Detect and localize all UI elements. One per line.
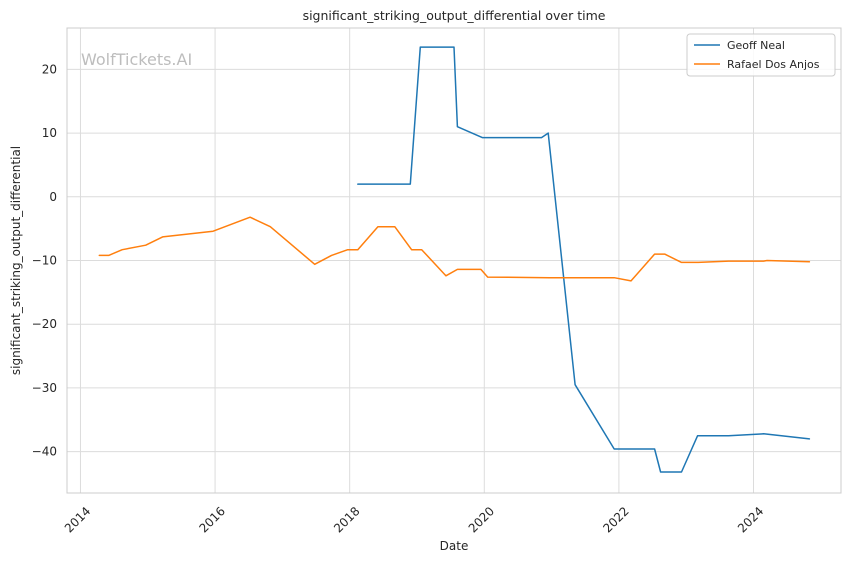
legend-label: Geoff Neal	[727, 39, 785, 52]
x-axis-label: Date	[440, 539, 469, 553]
y-axis-label: significant_striking_output_differential	[9, 146, 23, 375]
y-tick-label: 0	[49, 190, 57, 204]
chart-title: significant_striking_output_differential…	[303, 8, 606, 23]
legend-label: Rafael Dos Anjos	[727, 58, 820, 71]
y-tick-label: −40	[32, 445, 57, 459]
watermark-text: WolfTickets.AI	[81, 50, 192, 69]
plot-frame	[66, 27, 842, 494]
y-tick-label: 20	[42, 62, 57, 76]
y-tick-label: −10	[32, 254, 57, 268]
legend: Geoff Neal Rafael Dos Anjos	[686, 33, 836, 77]
series-layer	[98, 46, 811, 473]
series-line-rafael-dos-anjos	[98, 216, 811, 282]
y-tick-label: −30	[32, 381, 57, 395]
series-line-geoff-neal	[357, 46, 811, 473]
legend-box	[686, 33, 836, 77]
y-tick-labels: 20 10 0 −10 −20 −30 −40	[32, 62, 57, 458]
y-tick-label: −20	[32, 317, 57, 331]
y-tick-label: 10	[42, 126, 57, 140]
